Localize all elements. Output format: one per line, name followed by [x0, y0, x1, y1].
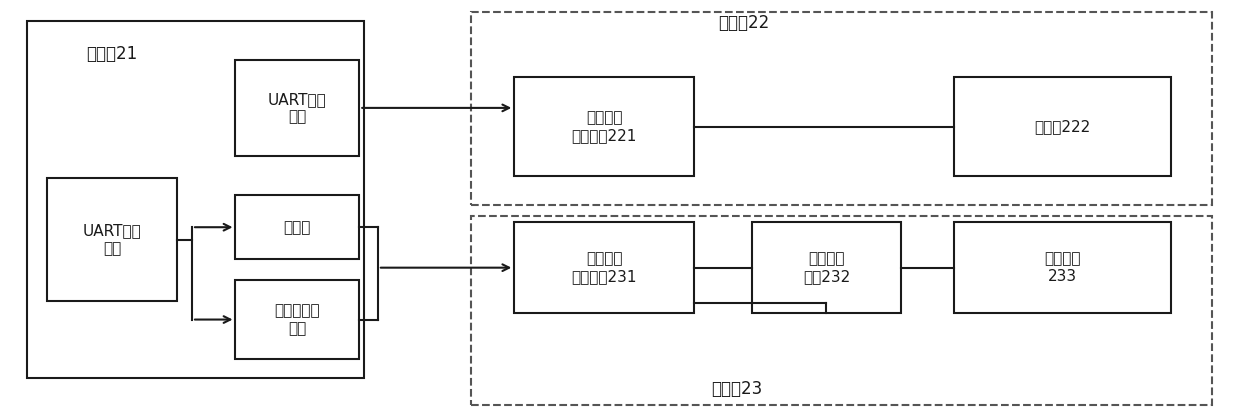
Bar	[514, 222, 694, 313]
Bar	[27, 21, 364, 378]
Text: 光探测器
233: 光探测器 233	[1044, 251, 1080, 284]
Bar	[752, 222, 901, 313]
Text: 放大滤波
单元232: 放大滤波 单元232	[803, 251, 850, 284]
Bar	[471, 12, 1212, 205]
Bar	[235, 195, 359, 259]
Bar	[47, 178, 177, 301]
Text: 激光器222: 激光器222	[1035, 119, 1090, 134]
Bar	[514, 77, 694, 176]
Text: UART发送
串口: UART发送 串口	[268, 92, 327, 124]
Text: 发射端22: 发射端22	[717, 14, 769, 32]
Text: 控制器21: 控制器21	[85, 45, 138, 63]
Text: 模数转换器
端口: 模数转换器 端口	[275, 303, 320, 336]
Text: 发射数据
转换单元221: 发射数据 转换单元221	[571, 110, 637, 143]
Bar	[235, 60, 359, 156]
Bar	[954, 77, 1171, 176]
Text: UART接收
串口: UART接收 串口	[83, 223, 141, 256]
Bar	[954, 222, 1171, 313]
Bar	[471, 216, 1212, 405]
Text: 比较器: 比较器	[284, 220, 311, 235]
Text: 接收数据
转换单元231: 接收数据 转换单元231	[571, 251, 637, 284]
Text: 接收端23: 接收端23	[711, 380, 763, 398]
Bar	[235, 280, 359, 359]
